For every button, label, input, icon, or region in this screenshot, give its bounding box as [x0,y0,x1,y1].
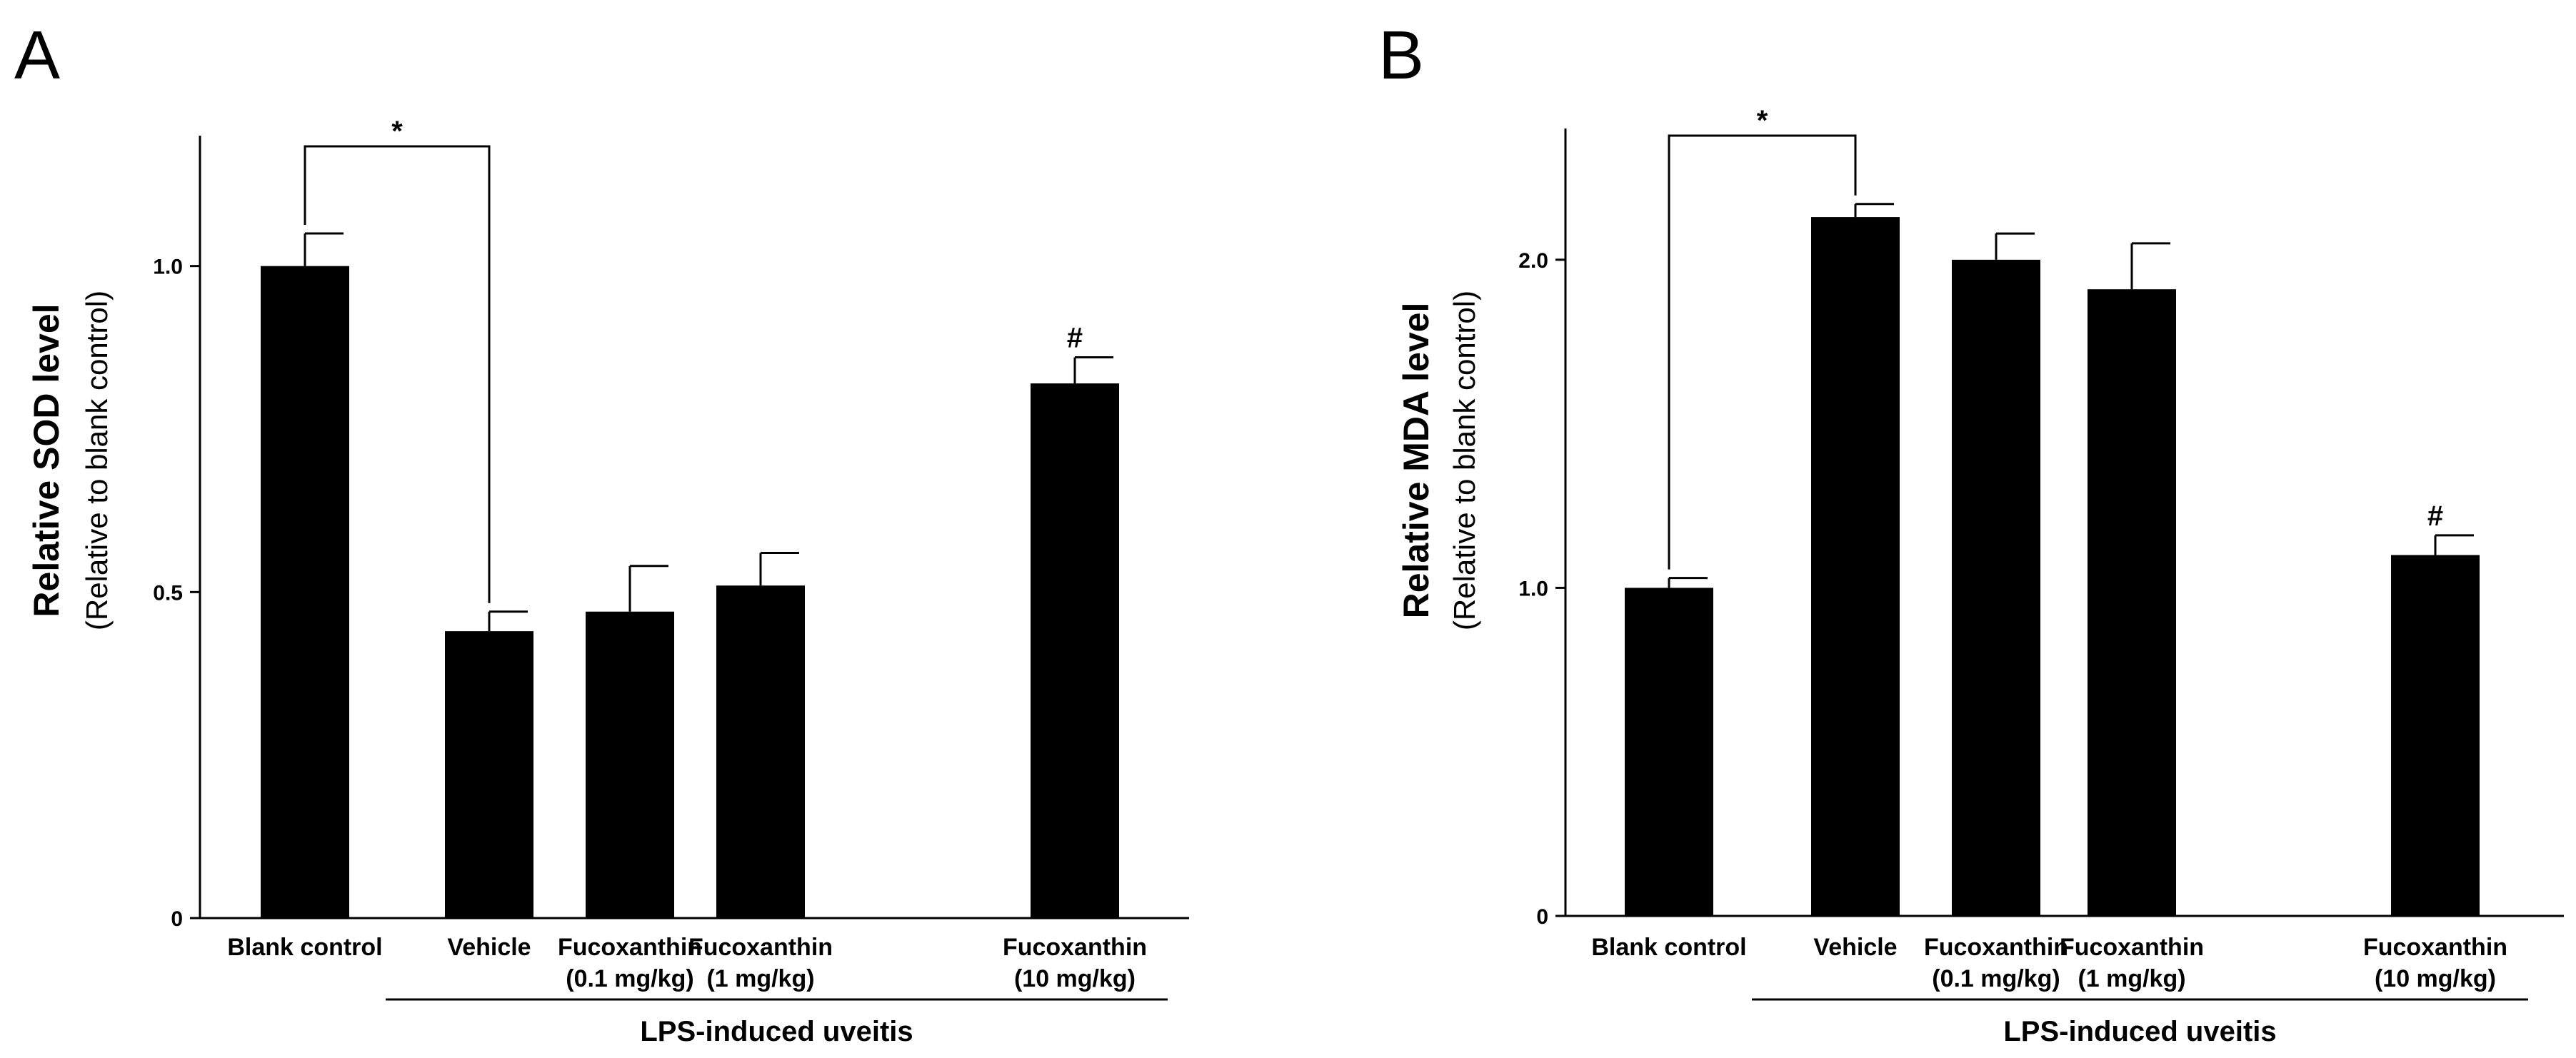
panel-b-category-label: Vehicle [1813,934,1897,961]
panel-a-significance-bracket [304,145,491,603]
panel-b-category-label: Fucoxanthin [2363,934,2507,961]
panel-b-y-tick-label: 1.0 [1518,577,1548,600]
panel-a-group-label: LPS-induced uveitis [640,1016,913,1047]
panel-a-category-label: Blank control [227,934,382,961]
panel-a-category-label: (10 mg/kg) [1014,965,1136,992]
panel-a-y-axis-title: Relative SOD level (Relative to blank co… [26,291,114,630]
panel-b-letter: B [1378,17,1424,94]
panel-b-bar-4 [2088,289,2176,917]
panel-b-group-label: LPS-induced uveitis [2003,1016,2276,1047]
panel-b-y-label: Relative MDA level [1396,303,1436,619]
panel-a-category-label: (1 mg/kg) [706,965,814,992]
panel-a-y-tick-label: 0.5 [153,581,183,605]
panel-a-y-tick-label: 0 [171,907,183,931]
panel-b-y-axis-title: Relative MDA level (Relative to blank co… [1396,291,1481,630]
panel-a-bar-4 [716,585,805,918]
panel-b-category-label: (0.1 mg/kg) [1932,965,2060,992]
panel-b-bar-5 [2391,555,2480,916]
panel-b-category-label: Blank control [1591,934,1746,961]
panel-a-significance-star: * [391,116,403,147]
panel-a-hash-annotation: # [1067,323,1083,354]
panel-b-category-label: Fucoxanthin [1924,934,2068,961]
panel-b-hash-annotation: # [2427,500,2443,532]
panel-b-bar-1 [1625,588,1713,916]
panel-a-chart: A Relative SOD level (Relative to blank … [14,17,1189,1047]
panel-a-category-label: Fucoxanthin [558,934,702,961]
panel-a-category-label: Vehicle [447,934,531,961]
panel-a-y-sublabel: (Relative to blank control) [80,291,114,630]
panel-a-category-label: Fucoxanthin [1003,934,1147,961]
panel-b-chart: B Relative MDA level (Relative to blank … [1378,17,2564,1047]
panel-a-bar-5 [1031,383,1119,918]
panel-b-category-label: Fucoxanthin [2060,934,2204,961]
panel-a-category-label: Fucoxanthin [688,934,833,961]
panel-a-bar-1 [261,266,349,919]
panel-b-category-label: (10 mg/kg) [2375,965,2496,992]
panel-a-y-label: Relative SOD level [26,303,66,617]
panel-b-bar-2 [1811,217,1900,916]
panel-b-y-tick-label: 2.0 [1518,249,1548,273]
panel-b-significance-bracket [1668,134,1857,570]
panel-a-category-label: (0.1 mg/kg) [566,965,693,992]
panel-a-bar-3 [586,611,674,918]
panel-b-significance-star: * [1757,105,1768,136]
panel-b-category-label: (1 mg/kg) [2078,965,2185,992]
panel-a-y-tick-label: 1.0 [153,256,183,279]
panel-a-bar-2 [445,631,533,918]
panel-b-bar-3 [1952,259,2040,916]
panel-a-letter: A [14,17,60,94]
panel-b-y-tick-label: 0 [1536,905,1548,929]
panel-b-y-sublabel: (Relative to blank control) [1448,291,1481,630]
